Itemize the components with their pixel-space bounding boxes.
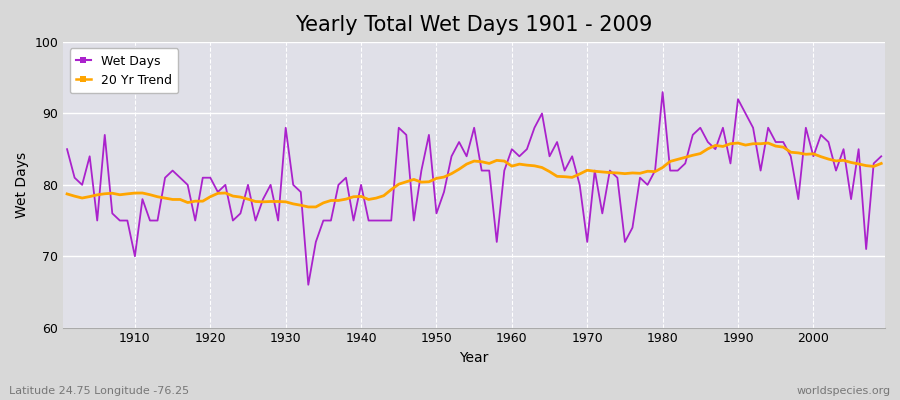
- Y-axis label: Wet Days: Wet Days: [15, 152, 29, 218]
- Text: Latitude 24.75 Longitude -76.25: Latitude 24.75 Longitude -76.25: [9, 386, 189, 396]
- Legend: Wet Days, 20 Yr Trend: Wet Days, 20 Yr Trend: [69, 48, 178, 93]
- Title: Yearly Total Wet Days 1901 - 2009: Yearly Total Wet Days 1901 - 2009: [295, 15, 652, 35]
- Text: worldspecies.org: worldspecies.org: [796, 386, 891, 396]
- X-axis label: Year: Year: [460, 351, 489, 365]
